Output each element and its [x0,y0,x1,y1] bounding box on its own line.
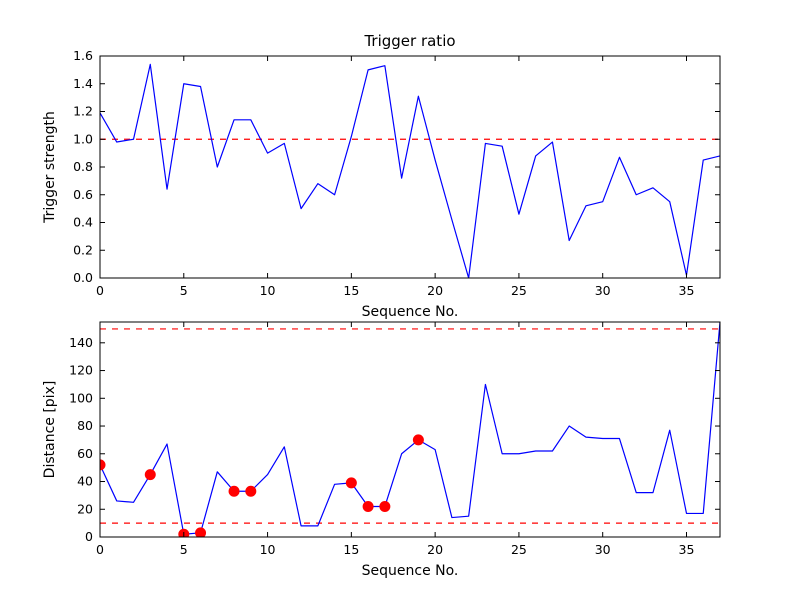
x-tick-label: 15 [343,283,359,298]
x-tick-label: 30 [595,542,611,557]
y-tick-label: 140 [69,335,93,350]
x-tick-label: 30 [595,283,611,298]
data-marker [144,469,156,481]
x-tick-label: 20 [427,542,443,557]
data-marker [362,500,374,512]
y-tick-label: 0.6 [73,187,93,202]
data-series [100,63,720,278]
data-marker [345,477,357,489]
x-tick-label: 0 [96,283,104,298]
y-tick-label: 0 [85,529,93,544]
x-tick-label: 20 [427,283,443,298]
y-tick-label: 1.6 [73,48,93,63]
y-tick-label: 0.8 [73,159,93,174]
data-marker [100,459,106,471]
x-tick-label: 10 [260,283,276,298]
chart-title: Trigger ratio [363,32,455,50]
data-marker [228,485,240,497]
y-tick-label: 1.4 [73,76,93,91]
x-tick-label: 25 [511,283,527,298]
subplot-0: 0 5 10 15 20 25 30 35 0.0 0.2 0.4 0.6 0.8 1.0 1.2 1.4 1.… [42,32,721,320]
axes-frame [99,55,721,279]
y-tick-label: 1.2 [73,104,93,119]
axes-frame [99,321,721,538]
x-axis-label: Sequence No. [362,304,459,320]
y-axis-label: Distance [pix] [42,381,58,479]
x-tick-label: 35 [679,283,695,298]
x-tick-label: 0 [96,542,104,557]
x-tick-label: 35 [679,542,695,557]
x-tick-label: 5 [180,542,188,557]
y-tick-label: 120 [69,363,93,378]
y-tick-label: 0.2 [73,242,93,257]
data-marker [245,485,257,497]
data-marker [379,500,391,512]
data-marker [412,434,424,446]
series-line [100,322,720,535]
y-tick-label: 100 [69,390,93,405]
y-tick-label: 0.0 [73,270,93,285]
y-tick-label: 80 [77,418,93,433]
y-tick-label: 0.4 [73,215,93,230]
x-tick-label: 15 [343,542,359,557]
data-series [100,322,720,537]
y-tick-label: 40 [77,474,93,489]
y-axis-label: Trigger strength [42,111,58,224]
data-marker [195,527,207,537]
x-tick-label: 10 [260,542,276,557]
y-tick-label: 1.0 [73,131,93,146]
x-tick-label: 25 [511,542,527,557]
y-tick-label: 60 [77,446,93,461]
x-axis-label: Sequence No. [362,563,459,579]
y-tick-label: 20 [77,501,93,516]
x-tick-label: 5 [180,283,188,298]
subplot-1: 0 5 10 15 20 25 30 35 0 20 40 60 80 100 120 140 Sequence… [42,321,721,579]
series-line [100,63,720,278]
